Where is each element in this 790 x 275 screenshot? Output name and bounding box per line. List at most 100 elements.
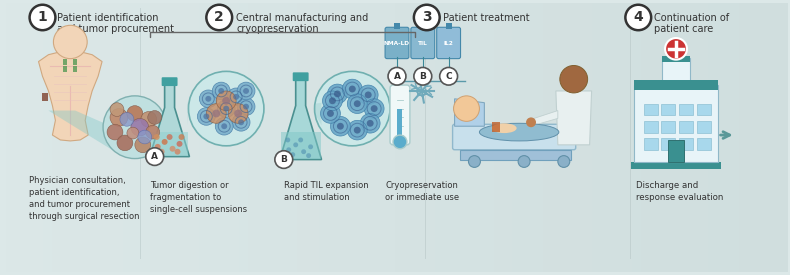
Text: Continuation of
patient care: Continuation of patient care xyxy=(654,13,729,34)
Circle shape xyxy=(29,5,55,30)
Circle shape xyxy=(327,110,334,117)
Polygon shape xyxy=(48,111,120,155)
Text: Tumor digestion or
fragmentation to
single-cell suspensions: Tumor digestion or fragmentation to sing… xyxy=(150,181,246,214)
Circle shape xyxy=(342,79,363,99)
Text: A: A xyxy=(393,72,401,81)
Circle shape xyxy=(293,142,298,147)
Polygon shape xyxy=(314,103,322,125)
Bar xyxy=(419,23,426,29)
FancyBboxPatch shape xyxy=(385,27,409,59)
Circle shape xyxy=(290,152,295,157)
Circle shape xyxy=(354,127,361,134)
Circle shape xyxy=(205,96,211,102)
Circle shape xyxy=(110,103,124,116)
Circle shape xyxy=(314,72,390,146)
Circle shape xyxy=(518,156,530,167)
Circle shape xyxy=(146,148,164,166)
Text: 2: 2 xyxy=(214,10,224,24)
Polygon shape xyxy=(150,83,190,156)
Circle shape xyxy=(203,114,209,119)
Bar xyxy=(644,121,658,133)
Circle shape xyxy=(393,135,407,149)
Circle shape xyxy=(307,153,311,158)
Circle shape xyxy=(468,156,480,167)
Ellipse shape xyxy=(453,101,480,116)
Circle shape xyxy=(453,96,480,121)
FancyBboxPatch shape xyxy=(293,72,309,81)
Text: 4: 4 xyxy=(634,10,643,24)
Polygon shape xyxy=(454,99,484,126)
Circle shape xyxy=(234,109,242,117)
FancyBboxPatch shape xyxy=(390,85,410,145)
Text: IL2: IL2 xyxy=(444,42,453,46)
Circle shape xyxy=(348,94,367,114)
Circle shape xyxy=(560,65,588,93)
Circle shape xyxy=(440,67,457,85)
Bar xyxy=(73,59,77,65)
Bar xyxy=(661,121,675,133)
Circle shape xyxy=(626,5,651,30)
Bar xyxy=(697,121,711,133)
Circle shape xyxy=(213,109,220,117)
Circle shape xyxy=(117,135,133,151)
Ellipse shape xyxy=(492,123,517,133)
Circle shape xyxy=(367,120,374,127)
Circle shape xyxy=(120,112,134,126)
Circle shape xyxy=(175,149,181,155)
Circle shape xyxy=(558,156,570,167)
Circle shape xyxy=(275,151,293,168)
Circle shape xyxy=(107,124,123,140)
Circle shape xyxy=(228,88,245,106)
Polygon shape xyxy=(39,51,102,141)
Circle shape xyxy=(334,90,340,97)
Bar xyxy=(63,67,67,72)
Bar xyxy=(697,104,711,116)
Circle shape xyxy=(337,123,344,130)
Circle shape xyxy=(154,134,160,140)
Circle shape xyxy=(233,94,239,100)
Circle shape xyxy=(215,117,233,135)
Circle shape xyxy=(286,147,292,152)
FancyBboxPatch shape xyxy=(162,77,178,86)
Circle shape xyxy=(232,114,250,131)
Circle shape xyxy=(349,86,356,92)
Bar xyxy=(63,59,67,65)
Bar xyxy=(43,93,48,101)
Circle shape xyxy=(360,114,380,133)
Polygon shape xyxy=(280,132,321,159)
Circle shape xyxy=(198,108,215,125)
Text: NMA-LD: NMA-LD xyxy=(384,42,410,46)
Circle shape xyxy=(301,149,307,154)
Bar xyxy=(631,161,720,169)
Circle shape xyxy=(217,100,235,117)
Text: C: C xyxy=(446,72,452,81)
Text: A: A xyxy=(151,152,158,161)
Circle shape xyxy=(322,91,342,111)
Text: Discharge and
response evaluation: Discharge and response evaluation xyxy=(636,181,724,202)
Bar xyxy=(644,104,658,116)
Circle shape xyxy=(131,119,149,136)
Circle shape xyxy=(414,67,432,85)
Text: Patient treatment: Patient treatment xyxy=(442,13,529,23)
Circle shape xyxy=(218,88,224,94)
Polygon shape xyxy=(556,91,592,145)
Text: B: B xyxy=(280,155,288,164)
Circle shape xyxy=(237,98,255,116)
Bar xyxy=(661,138,675,150)
Polygon shape xyxy=(280,78,322,160)
Circle shape xyxy=(162,139,167,145)
Circle shape xyxy=(243,88,249,94)
Circle shape xyxy=(364,99,384,119)
Circle shape xyxy=(221,123,228,129)
Circle shape xyxy=(665,38,687,60)
Circle shape xyxy=(54,25,87,59)
Text: Central manufacturing and
cryopreservation: Central manufacturing and cryopreservati… xyxy=(236,13,368,34)
Circle shape xyxy=(348,120,367,140)
Circle shape xyxy=(213,82,230,100)
Bar xyxy=(397,109,402,140)
Bar xyxy=(697,138,711,150)
Circle shape xyxy=(137,130,152,144)
Ellipse shape xyxy=(480,123,559,141)
Bar xyxy=(679,138,693,150)
Circle shape xyxy=(238,119,244,125)
